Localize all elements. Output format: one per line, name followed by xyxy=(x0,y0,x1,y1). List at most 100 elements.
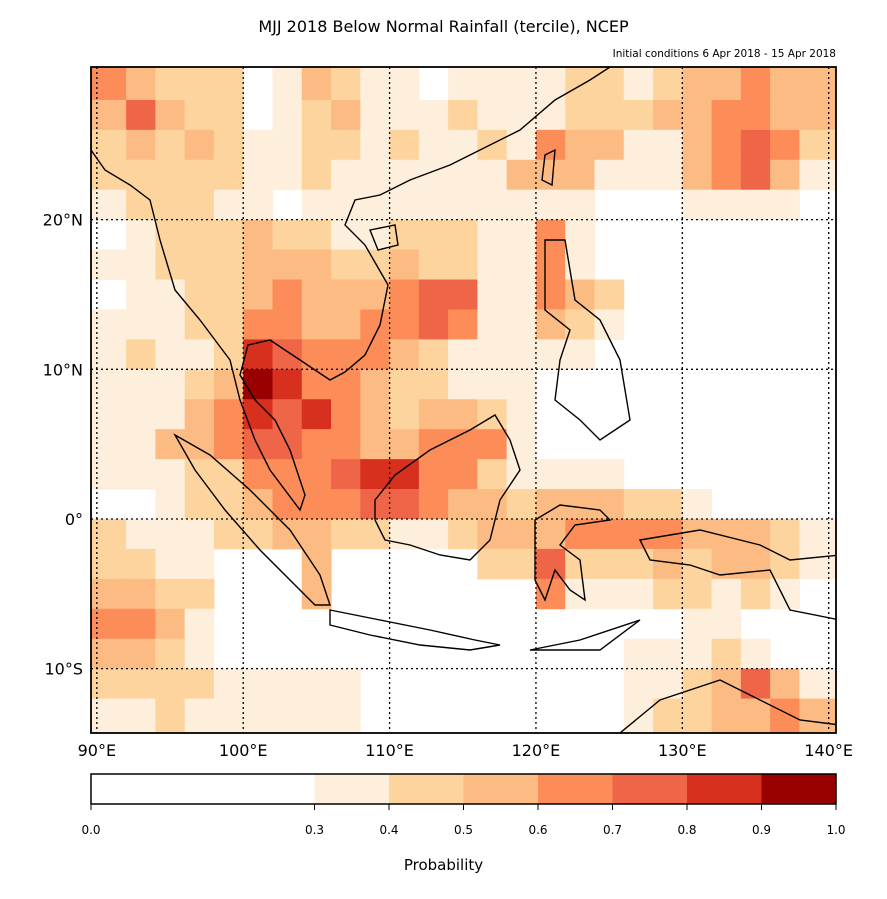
probability-cell xyxy=(243,668,273,700)
probability-cell xyxy=(506,339,537,370)
coastline-java xyxy=(329,609,501,651)
probability-cell xyxy=(360,399,391,430)
probability-cell xyxy=(565,339,595,370)
probability-cell xyxy=(389,339,420,370)
longitude-tick-label: 100°E xyxy=(219,741,268,760)
probability-cell xyxy=(477,279,508,310)
colorbar-label: Probability xyxy=(403,856,484,874)
probability-cell xyxy=(184,698,215,733)
longitude-tick-label: 110°E xyxy=(365,741,414,760)
probability-cell xyxy=(682,67,713,101)
probability-cell xyxy=(770,668,800,700)
probability-cell xyxy=(331,67,361,101)
probability-cell xyxy=(155,67,186,101)
probability-cell xyxy=(740,67,771,101)
probability-cell xyxy=(389,189,420,221)
probability-cell xyxy=(91,459,127,490)
probability-cell xyxy=(594,489,625,520)
probability-cell xyxy=(389,489,420,520)
probability-cell xyxy=(770,99,800,131)
probability-cell xyxy=(653,578,683,610)
probability-cell xyxy=(301,429,332,460)
probability-cell xyxy=(301,339,332,370)
probability-cell xyxy=(126,249,156,281)
colorbar-tick-label: 0.7 xyxy=(603,823,622,837)
probability-cell xyxy=(184,399,215,430)
probability-cell xyxy=(682,578,713,610)
probability-cell xyxy=(418,219,449,251)
probability-cell xyxy=(301,518,332,550)
probability-cell xyxy=(213,129,244,161)
probability-cell xyxy=(565,578,595,610)
coastline-sulawesi xyxy=(534,504,612,602)
probability-cell xyxy=(653,159,683,191)
probability-cell xyxy=(331,279,361,310)
probability-cell xyxy=(91,99,127,131)
probability-cell xyxy=(331,189,361,221)
probability-cell xyxy=(770,129,800,161)
probability-cell xyxy=(477,399,508,430)
probability-cell xyxy=(272,219,303,251)
probability-cell xyxy=(653,489,683,520)
colorbar-swatch xyxy=(314,774,390,804)
probability-cell xyxy=(155,99,186,131)
probability-cell xyxy=(506,459,537,490)
probability-cell xyxy=(126,399,156,430)
probability-cell xyxy=(477,67,508,101)
probability-cell xyxy=(301,219,332,251)
colorbar: 0.0 0.3 0.4 0.5 0.6 0.7 0.8 0.9 1.0 xyxy=(81,773,846,837)
probability-cell xyxy=(389,279,420,310)
probability-cell xyxy=(126,279,156,310)
probability-cell xyxy=(682,159,713,191)
colorbar-swatch xyxy=(389,774,464,804)
coastline-philippines xyxy=(544,239,631,441)
probability-cell xyxy=(91,548,127,580)
probability-cell xyxy=(272,698,303,733)
probability-cell xyxy=(535,189,566,221)
probability-cell xyxy=(799,518,836,550)
probability-cell xyxy=(91,518,127,550)
probability-cell xyxy=(243,249,273,281)
probability-cell xyxy=(301,668,332,700)
probability-cell xyxy=(418,189,449,221)
probability-cells xyxy=(91,67,836,733)
probability-cell xyxy=(799,159,836,191)
probability-cell xyxy=(91,249,127,281)
probability-cell xyxy=(184,309,215,340)
probability-cell xyxy=(184,159,215,191)
probability-cell xyxy=(243,489,273,520)
probability-cell xyxy=(770,578,800,610)
probability-cell xyxy=(126,668,156,700)
probability-cell xyxy=(565,129,595,161)
probability-cell xyxy=(535,129,566,161)
probability-cell xyxy=(740,159,771,191)
probability-cell xyxy=(506,369,537,400)
probability-cell xyxy=(770,67,800,101)
probability-cell xyxy=(243,279,273,310)
probability-cell xyxy=(213,399,244,430)
probability-cell xyxy=(331,339,361,370)
probability-cell xyxy=(243,698,273,733)
probability-cell xyxy=(91,369,127,400)
probability-cell xyxy=(126,608,156,640)
probability-cell xyxy=(418,369,449,400)
probability-cell xyxy=(477,249,508,281)
probability-cell xyxy=(594,159,625,191)
probability-cell xyxy=(448,518,478,550)
probability-cell xyxy=(91,129,127,161)
probability-cell xyxy=(506,219,537,251)
probability-cell xyxy=(213,249,244,281)
probability-cell xyxy=(448,67,478,101)
probability-cell xyxy=(418,309,449,340)
probability-cell xyxy=(535,279,566,310)
probability-cell xyxy=(594,459,625,490)
probability-cell xyxy=(301,249,332,281)
probability-cell xyxy=(155,369,186,400)
latitude-tick-label: 20°N xyxy=(43,211,83,230)
probability-cell xyxy=(272,67,303,101)
probability-cell xyxy=(301,129,332,161)
probability-cell xyxy=(682,698,713,733)
probability-cell xyxy=(506,489,537,520)
probability-cell xyxy=(418,399,449,430)
probability-cell xyxy=(91,309,127,340)
